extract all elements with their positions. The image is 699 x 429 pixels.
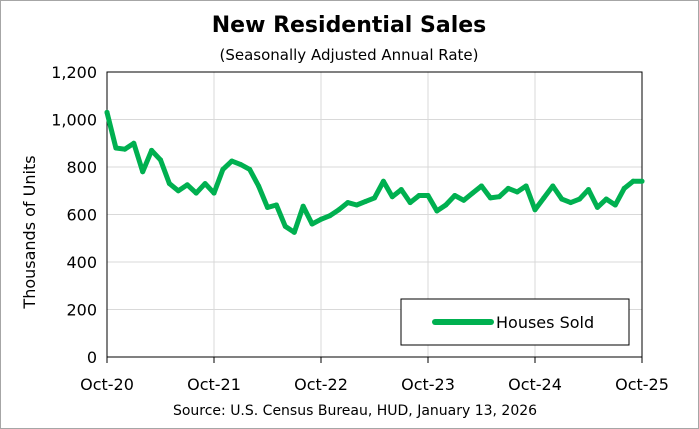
- data-point: [175, 188, 181, 194]
- x-tick-label: Oct-24: [508, 375, 562, 394]
- data-point: [354, 202, 360, 208]
- source-note: Source: U.S. Census Bureau, HUD, January…: [173, 403, 537, 419]
- x-tick-label: Oct-25: [615, 375, 669, 394]
- data-point: [238, 162, 244, 168]
- legend-label: Houses Sold: [496, 313, 594, 332]
- data-point: [630, 178, 636, 184]
- data-point: [300, 203, 306, 209]
- chart-title: New Residential Sales: [212, 13, 487, 38]
- data-point: [398, 187, 404, 193]
- x-tick-label: Oct-23: [401, 375, 455, 394]
- data-point: [461, 197, 467, 203]
- data-point: [122, 146, 128, 152]
- legend: Houses Sold: [400, 298, 630, 346]
- data-point: [149, 147, 155, 153]
- data-point: [541, 195, 547, 201]
- data-point: [229, 158, 235, 164]
- data-point: [327, 213, 333, 219]
- y-tick-label: 0: [87, 348, 97, 367]
- y-axis-title: Thousands of Units: [20, 155, 39, 309]
- plot-border: [106, 71, 643, 358]
- data-point: [273, 202, 279, 208]
- data-point: [131, 140, 137, 146]
- y-tick-label: 1,200: [51, 63, 97, 82]
- data-point: [166, 181, 172, 187]
- data-point: [559, 196, 565, 202]
- y-tick-label: 800: [66, 158, 97, 177]
- y-tick-label: 400: [66, 253, 97, 272]
- data-point: [202, 181, 208, 187]
- data-point: [603, 196, 609, 202]
- x-tick-label: Oct-22: [294, 375, 348, 394]
- data-point: [309, 221, 315, 227]
- data-point: [140, 169, 146, 175]
- x-tick-label: Oct-20: [80, 375, 134, 394]
- data-point: [336, 207, 342, 213]
- data-point: [184, 182, 190, 188]
- data-point: [425, 193, 431, 198]
- data-point: [470, 190, 476, 196]
- data-point: [407, 200, 413, 206]
- data-point: [568, 200, 574, 206]
- data-point: [193, 190, 199, 196]
- data-point: [389, 194, 395, 200]
- data-point: [113, 145, 119, 151]
- data-point: [345, 200, 351, 206]
- data-point: [211, 190, 217, 196]
- data-point: [514, 189, 520, 195]
- data-point: [256, 183, 262, 189]
- data-point: [505, 185, 511, 191]
- data-point: [452, 193, 458, 198]
- data-point: [158, 157, 163, 163]
- data-point: [247, 166, 253, 172]
- data-point: [318, 216, 324, 222]
- data-point: [291, 229, 297, 235]
- data-point: [443, 202, 449, 208]
- chart-subtitle: (Seasonally Adjusted Annual Rate): [219, 46, 478, 64]
- data-point: [265, 204, 270, 210]
- data-point: [416, 193, 422, 198]
- data-point: [104, 109, 110, 115]
- data-point: [523, 183, 529, 189]
- plot-area: 0 200 400 600 800 1,000 1,200 Oct-20 Oct-21 Oct-2…: [51, 63, 669, 394]
- data-point: [282, 223, 288, 229]
- data-point: [434, 208, 440, 214]
- data-point: [577, 196, 583, 202]
- x-tick-label: Oct-21: [187, 375, 241, 394]
- data-point: [220, 166, 226, 172]
- y-tick-label: 200: [66, 301, 97, 320]
- data-point: [487, 195, 493, 201]
- data-point: [363, 198, 369, 204]
- data-point: [372, 195, 377, 201]
- y-tick-label: 1,000: [51, 111, 97, 130]
- data-point: [496, 194, 502, 200]
- y-tick-label: 600: [66, 206, 97, 225]
- data-point: [380, 178, 386, 184]
- data-point: [639, 178, 645, 184]
- data-point: [594, 204, 600, 210]
- data-point: [621, 185, 627, 191]
- data-point: [586, 187, 591, 193]
- data-point: [479, 183, 484, 189]
- data-point: [532, 207, 538, 213]
- data-point: [550, 183, 556, 189]
- data-point: [612, 202, 618, 208]
